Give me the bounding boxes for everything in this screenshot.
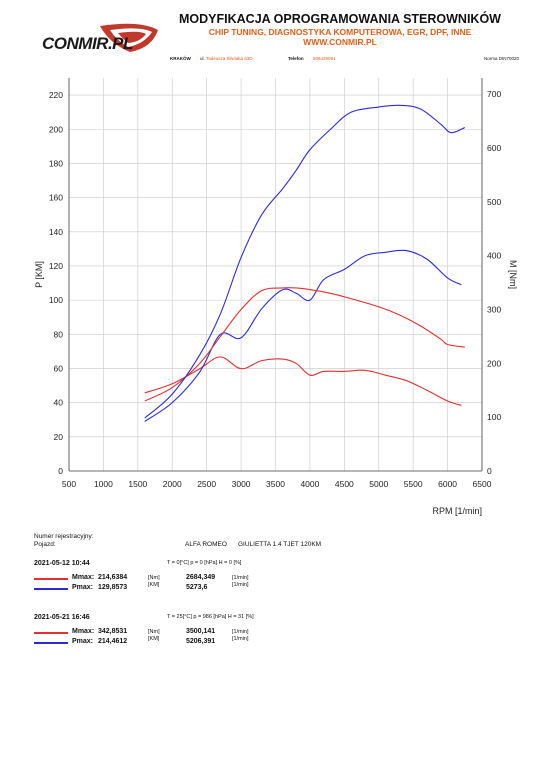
run2-torque-legend-line <box>34 632 68 634</box>
run1-pmax-rpm: 5273,6 <box>186 584 208 591</box>
y-right-tick-label: 100 <box>487 412 501 422</box>
run1-mmax-rpm-unit: [1/min] <box>232 575 249 581</box>
run2-pmax-label: Pmax: <box>72 638 94 645</box>
power-series-line-3 <box>144 104 466 419</box>
y-left-tick-label: 60 <box>54 363 64 373</box>
run1-pmax-label: Pmax: <box>72 584 94 591</box>
x-tick-label: 4000 <box>300 479 319 489</box>
y-right-tick-label: 600 <box>487 143 501 153</box>
y-right-tick-label: 300 <box>487 304 501 314</box>
x-tick-label: 500 <box>62 479 76 489</box>
dyno-chart: 500 1000 1500 2000 2500 3000 3500 4000 4500 5000 5… <box>34 78 518 516</box>
y-left-tick-label: 100 <box>49 295 63 305</box>
y-right-tick-label: 500 <box>487 197 501 207</box>
x-tick-label: 2500 <box>197 479 216 489</box>
run2-mmax-unit: [Nm] <box>148 629 160 635</box>
run1-power-legend-line <box>34 588 68 590</box>
power-series-line-1 <box>144 249 462 422</box>
y-left-tick-label: 220 <box>49 90 63 100</box>
vehicle-label: Pojazd: <box>34 541 56 548</box>
reg-label: Numer rejestracyjny: <box>34 533 94 540</box>
x-tick-label: 6000 <box>438 479 457 489</box>
run2-date: 2021-05-21 16:46 <box>34 614 90 621</box>
y-right-tick-label: 200 <box>487 358 501 368</box>
y-left-tick-label: 40 <box>54 398 64 408</box>
run2-conditions: T = 25[°C] p = 986 [hPa] H = 31 [%] <box>167 614 254 620</box>
torque-series-line-0 <box>144 356 462 406</box>
x-tick-label: 5000 <box>369 479 388 489</box>
run1-conditions: T = 0[°C] p = 0 [hPa] H = 0 [%] <box>167 560 242 566</box>
run2-pmax-rpm: 5206,391 <box>186 638 216 645</box>
y-left-tick-label: 140 <box>49 227 63 237</box>
run1-date: 2021-05-12 10:44 <box>34 560 90 567</box>
header-subtitle: CHIP TUNING, DIAGNOSTYKA KOMPUTEROWA, EG… <box>208 27 472 37</box>
y-left-tick-label: 0 <box>58 466 63 476</box>
run2-power-legend-line <box>34 642 68 644</box>
run1-pmax-value: 129,8573 <box>98 584 128 591</box>
conmir-logo: CONMIR.PL <box>40 22 160 56</box>
logo-text: CONMIR.PL <box>42 34 133 53</box>
x-tick-label: 5500 <box>404 479 423 489</box>
header-title: MODYFIKACJA OPROGRAMOWANIA STEROWNIKÓW <box>179 12 501 26</box>
x-tick-label: 4500 <box>335 479 354 489</box>
x-axis-label: RPM [1/min] <box>432 506 482 516</box>
run1-pmax-unit: [KM] <box>148 582 160 588</box>
run1-torque-legend-line <box>34 578 68 580</box>
run1-mmax-value: 214,6384 <box>98 574 128 581</box>
y-right-tick-label: 0 <box>487 466 492 476</box>
run1-pmax-rpm-unit: [1/min] <box>232 582 249 588</box>
run2-pmax-unit: [KM] <box>148 636 160 642</box>
y-left-tick-label: 180 <box>49 158 63 168</box>
x-tick-label: 3000 <box>232 479 251 489</box>
y-left-tick-label: 200 <box>49 124 63 134</box>
run2-mmax-rpm: 3500,141 <box>186 628 216 635</box>
torque-series-line-2 <box>144 287 465 402</box>
y-right-axis-label: M [Nm] <box>508 260 518 289</box>
vehicle-model: GIULIETTA 1.4 TJET 120KM <box>238 541 322 548</box>
y-left-tick-label: 20 <box>54 432 64 442</box>
y-left-tick-label: 80 <box>54 329 64 339</box>
logo-swoosh-icon <box>100 23 158 52</box>
x-tick-label: 3500 <box>266 479 285 489</box>
y-left-axis-label: P [KM] <box>34 261 44 288</box>
x-tick-label: 2000 <box>163 479 182 489</box>
run2-mmax-value: 342,8531 <box>98 628 128 635</box>
header-website: WWW.CONMIR.PL <box>303 37 377 47</box>
vehicle-make: ALFA ROMEO <box>185 541 227 548</box>
run1-mmax-unit: [Nm] <box>148 575 160 581</box>
run1-mmax-label: Mmax: <box>72 574 95 581</box>
y-right-tick-label: 400 <box>487 251 501 261</box>
y-left-tick-label: 160 <box>49 193 63 203</box>
y-right-tick-label: 700 <box>487 89 501 99</box>
run2-mmax-label: Mmax: <box>72 628 95 635</box>
header-city: KRAKÓW <box>170 56 191 61</box>
run2-mmax-rpm-unit: [1/min] <box>232 629 249 635</box>
run1-mmax-rpm: 2684,349 <box>186 574 216 581</box>
header-address: ul. Tadeusza Śliwiaka 53D <box>200 56 253 61</box>
run2-pmax-rpm-unit: [1/min] <box>232 636 249 642</box>
x-tick-label: 1500 <box>128 479 147 489</box>
x-tick-label: 1000 <box>94 479 113 489</box>
x-tick-label: 6500 <box>473 479 492 489</box>
header-norm: Norma DIN70020 <box>484 56 520 61</box>
y-left-tick-label: 120 <box>49 261 63 271</box>
header-phone: Telefon 508429091 <box>288 56 336 61</box>
run2-pmax-value: 214,4612 <box>98 638 128 645</box>
